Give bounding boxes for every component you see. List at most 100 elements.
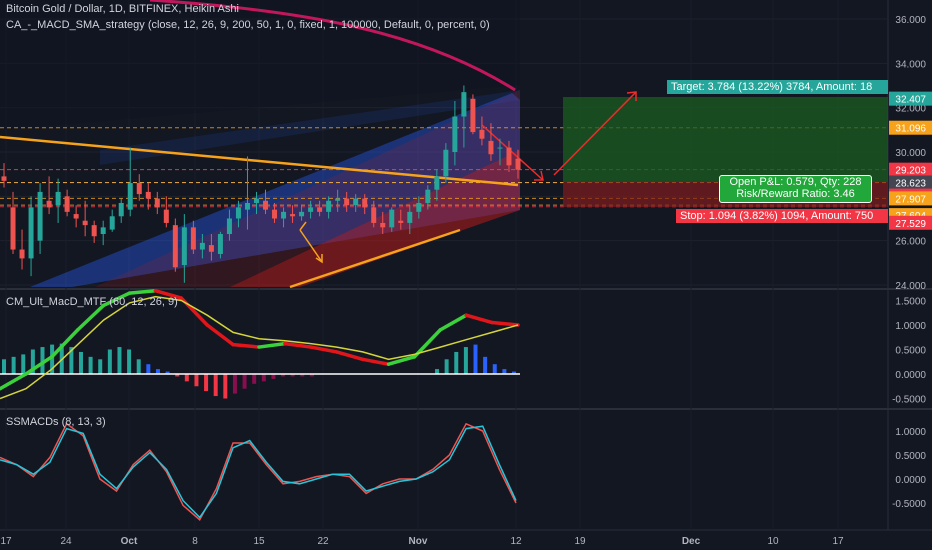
candle-body bbox=[434, 176, 440, 190]
price-tag-label: 31.096 bbox=[895, 124, 926, 135]
candle-body bbox=[425, 189, 431, 203]
macd-histogram-bar bbox=[473, 344, 478, 374]
candle-body bbox=[19, 249, 25, 259]
macd-histogram-bar bbox=[435, 369, 440, 374]
candle-body bbox=[253, 198, 259, 203]
resistance-trendline bbox=[0, 135, 519, 187]
x-tick-label: 17 bbox=[832, 536, 844, 547]
candle-body bbox=[272, 209, 278, 219]
price-tag bbox=[889, 91, 932, 106]
candle-body bbox=[488, 140, 494, 155]
candle-body bbox=[497, 147, 503, 149]
macd-histogram-bar bbox=[165, 371, 170, 374]
x-tick-label: Dec bbox=[682, 536, 701, 547]
y-tick-label: 0.0000 bbox=[895, 475, 926, 486]
macd-histogram-bar bbox=[213, 374, 218, 397]
macd-histogram-bar bbox=[252, 374, 257, 384]
candle-body bbox=[82, 220, 88, 226]
price-tag bbox=[889, 120, 932, 135]
candle-body bbox=[380, 222, 386, 228]
x-tick-label: 15 bbox=[253, 536, 265, 547]
price-tag-label: 29.203 bbox=[895, 166, 926, 177]
strategy-label: CA_-_MACD_SMA_strategy (close, 12, 26, 9… bbox=[6, 19, 490, 31]
candle-body bbox=[416, 202, 422, 212]
chart-title: Bitcoin Gold / Dollar, 1D, BITFINEX, Hei… bbox=[6, 3, 239, 15]
y-tick-label: 36.000 bbox=[895, 15, 926, 26]
price-tag bbox=[889, 191, 932, 206]
x-tick-label: 12 bbox=[510, 536, 522, 547]
macd-histogram-bar bbox=[492, 364, 497, 374]
macd-histogram-bar bbox=[261, 374, 266, 382]
macd-histogram-bar bbox=[127, 349, 132, 374]
x-tick-label: 8 bbox=[192, 536, 198, 547]
price-tag-label: 27.529 bbox=[895, 219, 926, 230]
candle-body bbox=[290, 214, 296, 217]
x-tick-label: 19 bbox=[574, 536, 586, 547]
price-tag-label: 27.907 bbox=[895, 194, 926, 205]
macd-histogram-bar bbox=[463, 347, 468, 374]
y-tick-label: 30.000 bbox=[895, 148, 926, 159]
red-arrow-up bbox=[553, 91, 637, 176]
candle-body bbox=[244, 202, 250, 210]
candle-body bbox=[452, 116, 458, 152]
candle-body bbox=[190, 227, 196, 250]
candle-body bbox=[235, 207, 241, 219]
candle-body bbox=[353, 198, 359, 206]
y-tick-label: 26.000 bbox=[895, 237, 926, 248]
macd-line-segment bbox=[75, 303, 106, 332]
y-tick-label: 1.5000 bbox=[895, 297, 926, 308]
red-arrow-head bbox=[534, 170, 544, 181]
candle-body bbox=[1, 176, 7, 181]
x-tick-label: Nov bbox=[409, 536, 428, 547]
candle-body bbox=[317, 207, 323, 212]
candle-body bbox=[100, 227, 106, 235]
candle-body bbox=[55, 191, 61, 206]
y-tick-label: 1.0000 bbox=[895, 427, 926, 438]
y-tick-label: 0.0000 bbox=[895, 370, 926, 381]
shade bbox=[0, 0, 520, 130]
price-tag bbox=[889, 215, 932, 230]
candle-body bbox=[443, 149, 449, 177]
risk-reward-text: Risk/Reward Ratio: 3.46 bbox=[736, 188, 855, 200]
macd-histogram-bar bbox=[146, 364, 151, 374]
macd-histogram-bar bbox=[300, 374, 305, 377]
candle-body bbox=[91, 225, 97, 237]
price-tag-label: 28.623 bbox=[895, 179, 926, 190]
price-tag bbox=[889, 162, 932, 177]
macd-histogram-bar bbox=[281, 374, 286, 377]
candle-body bbox=[10, 207, 16, 250]
macd-histogram-bar bbox=[512, 371, 516, 374]
candle-body bbox=[344, 198, 350, 206]
macd-line-segment bbox=[412, 328, 443, 359]
macd-histogram-bar bbox=[444, 359, 449, 374]
y-tick-label: -0.5000 bbox=[892, 395, 926, 406]
macd-histogram-bar bbox=[155, 369, 160, 374]
candle-body bbox=[145, 191, 151, 199]
candle-body bbox=[479, 129, 485, 139]
macd-line-segment bbox=[127, 288, 158, 295]
macd-line-segment bbox=[153, 288, 184, 300]
candle-body bbox=[46, 200, 52, 208]
candle-body bbox=[73, 214, 79, 219]
y-tick-label: 0.5000 bbox=[895, 346, 926, 357]
macd-line-segment bbox=[231, 342, 261, 349]
candle-body bbox=[389, 209, 395, 228]
candle-body bbox=[362, 198, 368, 208]
signal-line bbox=[0, 295, 519, 400]
candle-body bbox=[506, 147, 512, 166]
candle-body bbox=[181, 227, 187, 266]
stop-label: Stop: 1.094 (3.82%) 1094, Amount: 750 bbox=[676, 209, 888, 223]
candle-body bbox=[470, 98, 476, 133]
open-pnl-box: Open P&L: 0.579, Qty: 228 Risk/Reward Ra… bbox=[719, 175, 872, 203]
macd-line-segment bbox=[334, 350, 365, 362]
y-tick-label: 34.000 bbox=[895, 59, 926, 70]
macd-line-segment bbox=[360, 357, 391, 366]
macd-line-segment bbox=[50, 328, 80, 359]
x-tick-label: Oct bbox=[121, 536, 138, 547]
candle-body bbox=[371, 207, 377, 223]
price-tag bbox=[889, 175, 932, 190]
macd-histogram-bar bbox=[98, 359, 103, 374]
y-tick-label: 24.000 bbox=[895, 281, 926, 292]
x-tick-label: 22 bbox=[317, 536, 329, 547]
